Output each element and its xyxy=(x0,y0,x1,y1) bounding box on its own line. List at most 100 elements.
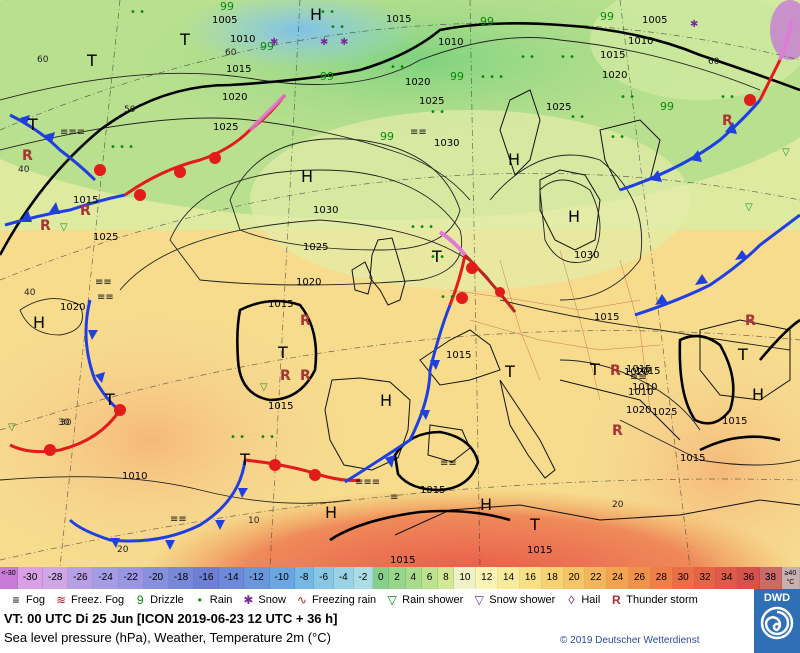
colorbar-cell: 24 xyxy=(607,567,630,589)
colorbar-cell: -8 xyxy=(294,567,315,589)
svg-text:99: 99 xyxy=(660,100,674,113)
isobar-label: 1020 xyxy=(624,367,649,378)
colorbar-cell: 0 xyxy=(373,567,390,589)
dwd-logo: DWD xyxy=(754,589,800,653)
svg-text:• •: • • xyxy=(130,7,145,18)
colorbar-cell: 36 xyxy=(738,567,761,589)
isobar-label: 1015 xyxy=(626,364,651,375)
colorbar-cell: -26 xyxy=(68,567,94,589)
isotherm-label: 40 xyxy=(18,165,30,175)
svg-text:R: R xyxy=(80,203,91,219)
low-pressure-center: T xyxy=(179,30,190,49)
svg-text:• •: • • xyxy=(620,92,635,103)
colorbar-cell: 28 xyxy=(650,567,673,589)
svg-text:99: 99 xyxy=(600,10,614,23)
colorbar-cell: 22 xyxy=(585,567,608,589)
snow-icon: ✱ xyxy=(243,593,254,607)
isobar-label: 1015 xyxy=(390,555,415,566)
svg-text:▽: ▽ xyxy=(8,422,16,433)
isobar-label: 1015 xyxy=(73,195,98,206)
copyright: © 2019 Deutscher Wetterdienst xyxy=(560,635,700,646)
svg-text:99: 99 xyxy=(220,0,234,13)
colorbar-cell: 14 xyxy=(498,567,520,589)
legend-drizzle: 9 Drizzle xyxy=(130,593,184,607)
isobar-label: 1020 xyxy=(296,277,321,288)
dwd-swirl-icon xyxy=(760,606,794,640)
colorbar-cell: -4 xyxy=(333,567,354,589)
isotherm-label: 60 xyxy=(225,48,237,58)
isobar-label: 1010 xyxy=(122,471,147,482)
colorbar-cell: ≥40 °C xyxy=(781,567,800,589)
svg-text:99: 99 xyxy=(450,70,464,83)
isobar-label: 1020 xyxy=(60,302,85,313)
svg-text:• •: • • xyxy=(610,132,625,143)
isotherm-label: 20 xyxy=(612,500,624,510)
colorbar-cell: 12 xyxy=(476,567,499,589)
colorbar-cell: 20 xyxy=(563,567,586,589)
svg-text:▽: ▽ xyxy=(60,222,68,233)
pressure-centers: H H H H H H H H H T T T T T T T T T T T xyxy=(27,5,764,534)
svg-text:≡≡: ≡≡ xyxy=(410,127,427,138)
rain-icon: • xyxy=(197,593,202,607)
svg-text:≡≡: ≡≡ xyxy=(440,458,457,469)
high-pressure-center: H xyxy=(301,167,313,186)
isobar-label: 1030 xyxy=(434,138,459,149)
svg-text:R: R xyxy=(300,368,311,384)
high-pressure-center: H xyxy=(380,391,392,410)
colorbar-cell: -18 xyxy=(168,567,195,589)
colorbar-cell: 18 xyxy=(541,567,564,589)
isobar-label: 1015 xyxy=(268,401,293,412)
isobar-label: 1025 xyxy=(213,122,238,133)
svg-text:≡≡: ≡≡ xyxy=(95,277,112,288)
low-pressure-center: T xyxy=(104,390,115,409)
low-pressure-center: T xyxy=(737,345,748,364)
legend-rain: • Rain xyxy=(190,593,233,607)
svg-text:• •: • • xyxy=(430,107,445,118)
legend-snow: ✱ Snow xyxy=(238,593,286,607)
svg-text:• •: • • xyxy=(720,92,735,103)
weather-legend: ≡ Fog ≋ Freez. Fog 9 Drizzle • Rain ✱ Snow ∿ F… xyxy=(0,589,752,611)
isotherm-label: 10 xyxy=(248,516,260,526)
colorbar-cell: -14 xyxy=(219,567,245,589)
weather-symbols: • • • • • • • • • • • • • • • • • • • • • • • •… xyxy=(8,0,790,525)
isobar-label: 1015 xyxy=(680,453,705,464)
svg-text:≡≡: ≡≡ xyxy=(97,292,114,303)
isobar-label: 1025 xyxy=(546,102,571,113)
svg-text:R: R xyxy=(722,113,733,129)
thunderstorm-icon: R xyxy=(611,593,621,607)
legend-hail: ◊ Hail xyxy=(561,593,600,607)
svg-text:• •: • • xyxy=(430,252,445,263)
colorbar-cell: -28 xyxy=(43,567,69,589)
isotherm-label: 50 xyxy=(124,105,136,115)
isobar-label: 1025 xyxy=(303,242,328,253)
svg-text:≡≡≡: ≡≡≡ xyxy=(355,477,380,488)
svg-text:• •: • • xyxy=(570,112,585,123)
low-pressure-center: T xyxy=(86,51,97,70)
svg-text:• •: • • xyxy=(520,52,535,63)
svg-text:≡≡: ≡≡ xyxy=(170,514,187,525)
svg-text:99: 99 xyxy=(320,70,334,83)
legend-thunderstorm: R Thunder storm xyxy=(606,593,698,607)
isotherm-label: 30 xyxy=(58,418,70,428)
colorbar-cell: 34 xyxy=(716,567,739,589)
colorbar-cell: 10 xyxy=(454,567,477,589)
isobar-label: 1030 xyxy=(313,205,338,216)
isobar-labels: 1005101010151015101010051010102010151020… xyxy=(60,14,747,566)
low-pressure-center: T xyxy=(239,450,250,469)
weather-map: • • • • • • • • • • • • • • • • • • • • • • • •… xyxy=(0,0,800,567)
colorbar-cell: 26 xyxy=(629,567,651,589)
colorbar-cell: -16 xyxy=(194,567,220,589)
isotherm-label: 30 xyxy=(60,418,72,428)
drizzle-icon: 9 xyxy=(136,593,144,607)
colorbar-cell: -24 xyxy=(93,567,119,589)
svg-text:✱: ✱ xyxy=(690,19,698,30)
isobar-label: 1015 xyxy=(594,312,619,323)
colorbar-cell: -30 xyxy=(18,567,44,589)
isobar-label: 1015 xyxy=(635,366,660,377)
rain-shower-icon: ▽ xyxy=(387,593,397,607)
colorbar-cell: 16 xyxy=(519,567,542,589)
isobar-label: 1010 xyxy=(628,36,653,47)
high-pressure-center: H xyxy=(568,207,580,226)
hail-icon: ◊ xyxy=(568,593,575,607)
svg-text:99: 99 xyxy=(380,130,394,143)
